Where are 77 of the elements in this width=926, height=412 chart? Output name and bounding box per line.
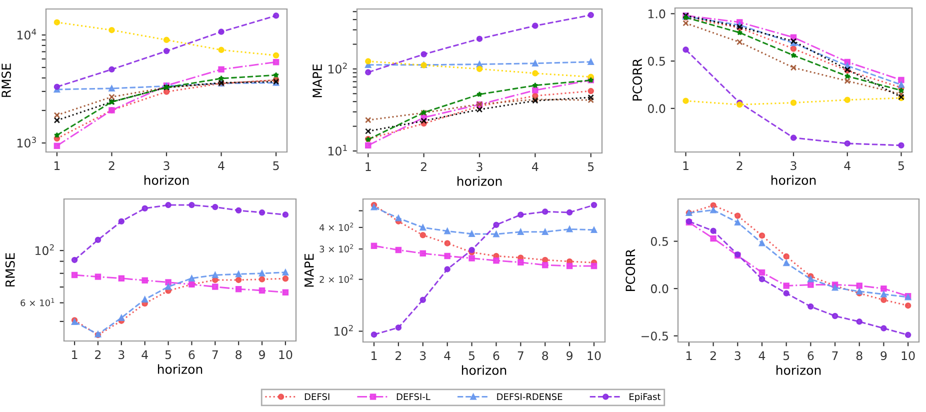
y-tick-label: 3 × 10$^{2}$: [320, 244, 354, 252]
x-axis-title: horizon: [771, 175, 816, 185]
x-tick-label: 3: [790, 161, 796, 170]
x-tick-label: 5: [165, 350, 172, 360]
x-axis-title: horizon: [158, 364, 202, 374]
x-tick-label: 1: [686, 351, 692, 360]
x-tick-label: 3: [118, 350, 124, 360]
y-tick-label: 10$^{2}$: [334, 324, 353, 336]
x-tick-label: 7: [832, 351, 838, 360]
x-axis-title: horizon: [776, 365, 821, 375]
x-tick-label: 3: [476, 162, 482, 172]
y-tick-label: 0.0: [650, 284, 668, 294]
x-tick-label: 4: [218, 161, 224, 170]
y-tick-label: 2 × 10$^{2}$: [320, 274, 354, 283]
y-tick-label: 10$^{2}$: [35, 244, 54, 256]
x-tick-label: 2: [396, 351, 402, 360]
y-axis-title: PCORR: [626, 249, 636, 292]
x-tick-label: 1: [54, 161, 60, 170]
x-tick-label: 4: [444, 351, 450, 360]
x-tick-label: 5: [588, 162, 594, 172]
y-axis-title: RMSE: [2, 64, 11, 97]
x-tick-label: 3: [164, 161, 170, 170]
x-tick-label: 4: [758, 351, 766, 360]
x-tick-label: 5: [898, 161, 904, 170]
y-axis-title: MAPE: [312, 64, 322, 98]
x-tick-label: 1: [72, 350, 78, 359]
y-tick-label: 0.5: [650, 237, 668, 246]
legend-label: DEFSI-RDENSE: [497, 393, 562, 400]
y-tick-label: 0.5: [648, 56, 665, 66]
x-tick-label: 1: [366, 162, 371, 171]
x-tick-label: 1: [372, 351, 377, 360]
y-tick-label: 10$^{4}$: [17, 28, 36, 40]
x-tick-label: 8: [236, 350, 242, 360]
x-tick-label: 8: [856, 351, 862, 360]
x-tick-label: 6: [188, 350, 195, 360]
x-tick-label: 3: [734, 351, 740, 360]
x-tick-label: 2: [420, 162, 426, 171]
x-tick-label: 7: [518, 351, 524, 360]
x-axis-title: horizon: [457, 176, 502, 186]
x-axis-title: horizon: [144, 175, 189, 185]
x-tick-label: 4: [532, 162, 538, 171]
x-tick-label: 2: [95, 350, 101, 359]
legend-label: EpiFast: [630, 393, 661, 402]
x-tick-label: 6: [493, 351, 500, 360]
x-tick-label: 10: [588, 351, 601, 360]
x-axis-title: horizon: [462, 365, 506, 375]
x-tick-label: 5: [468, 351, 474, 360]
y-tick-label: 10$^{3}$: [17, 136, 36, 148]
x-tick-label: 6: [808, 351, 814, 360]
y-tick-label: 10$^{2}$: [328, 62, 347, 74]
legend-label: DEFSI: [304, 393, 330, 400]
x-tick-label: 5: [783, 351, 790, 360]
y-axis-title: RMSE: [5, 253, 15, 286]
y-tick-label: 4 × 10$^{2}$: [319, 222, 354, 231]
y-tick-label: 1.0: [648, 9, 666, 18]
x-tick-label: 4: [142, 350, 148, 359]
y-axis-title: PCORR: [632, 58, 642, 101]
x-tick-label: 3: [420, 351, 426, 360]
x-tick-label: 2: [108, 161, 114, 170]
y-tick-label: −0.5: [642, 332, 668, 341]
y-tick-label: 0.0: [648, 104, 666, 114]
x-tick-label: 10: [279, 350, 292, 360]
legend-label: DEFSI-L: [396, 393, 430, 400]
x-tick-label: 1: [683, 161, 688, 170]
x-tick-label: 7: [212, 350, 218, 359]
x-tick-label: 2: [736, 161, 742, 170]
x-tick-label: 5: [273, 161, 279, 170]
y-axis-title: MAPE: [304, 254, 314, 287]
x-tick-label: 8: [542, 351, 548, 360]
x-tick-label: 4: [844, 161, 850, 170]
x-tick-label: 9: [566, 351, 572, 360]
y-tick-label: 10$^{1}$: [328, 144, 347, 156]
x-tick-label: 10: [902, 351, 915, 360]
x-tick-label: 9: [880, 351, 887, 360]
x-tick-label: 9: [259, 350, 265, 360]
x-tick-label: 2: [710, 351, 716, 360]
y-tick-label: 6 × 10$^{1}$: [20, 298, 54, 306]
